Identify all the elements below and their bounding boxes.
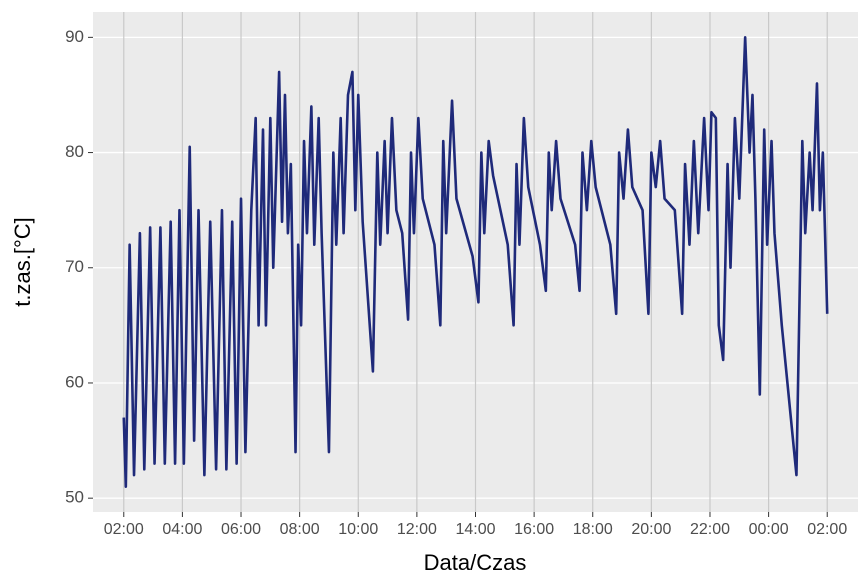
x-tick-label: 10:00: [338, 521, 378, 538]
y-axis-title: t.zas.[°C]: [10, 217, 35, 306]
x-tick-label: 06:00: [221, 521, 261, 538]
x-tick-label: 16:00: [514, 521, 554, 538]
y-tick-label: 50: [65, 488, 84, 507]
x-tick-label: 02:00: [807, 521, 847, 538]
x-tick-label: 14:00: [455, 521, 495, 538]
data-line: [122, 36, 829, 488]
x-tick-label: 20:00: [631, 521, 671, 538]
y-tick-label: 80: [65, 142, 84, 161]
x-tick-label: 04:00: [162, 521, 202, 538]
x-tick-label: 08:00: [280, 521, 320, 538]
y-tick-label: 70: [65, 257, 84, 276]
x-tick-label: 22:00: [690, 521, 730, 538]
y-tick-label: 90: [65, 27, 84, 46]
x-tick-label: 12:00: [397, 521, 437, 538]
x-tick-label: 18:00: [573, 521, 613, 538]
y-tick-label: 60: [65, 372, 84, 391]
x-tick-label: 00:00: [749, 521, 789, 538]
x-tick-label: 02:00: [104, 521, 144, 538]
x-axis-title: Data/Czas: [424, 550, 527, 575]
